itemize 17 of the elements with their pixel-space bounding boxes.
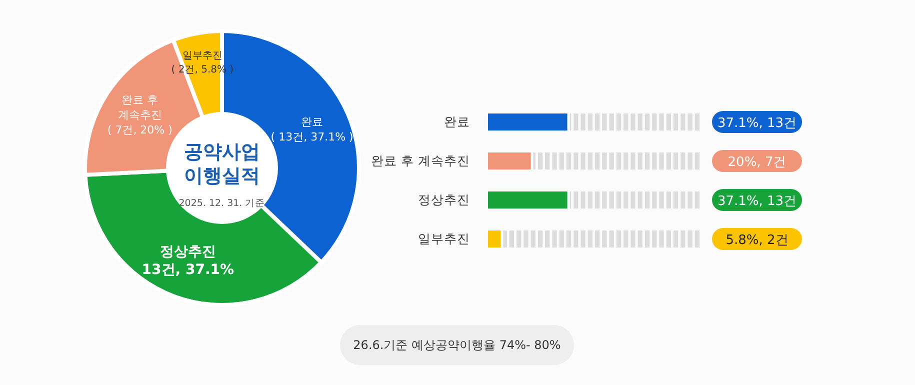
- data-label: ( 7건, 20% ): [107, 123, 172, 136]
- text: 2025. 12. 31. 기준: [178, 198, 266, 209]
- y-tick-label: 완료 후 계속추진: [371, 153, 470, 168]
- text: 26.6.기준 예상공약이행율 74%- 80%: [353, 338, 561, 352]
- text: 37.1%, 13건: [717, 116, 797, 131]
- y-tick-label: 정상추진: [418, 192, 470, 207]
- slice-label: 완료 후 계속추진: [118, 93, 162, 122]
- text: 5.8%, 2건: [726, 233, 788, 248]
- text: 37.1%, 13건: [717, 194, 797, 209]
- y-tick-label: 일부추진: [418, 231, 470, 246]
- text: 공약사업 이행실적: [184, 141, 260, 187]
- slice-label: 정상추진: [160, 244, 216, 260]
- text: 20%, 7건: [728, 155, 786, 170]
- y-tick-label: 완료: [444, 114, 470, 129]
- data-label: ( 13건, 37.1% ): [270, 130, 354, 144]
- data-label: 13건, 37.1%: [142, 262, 234, 278]
- slice-label: 완료: [301, 116, 324, 129]
